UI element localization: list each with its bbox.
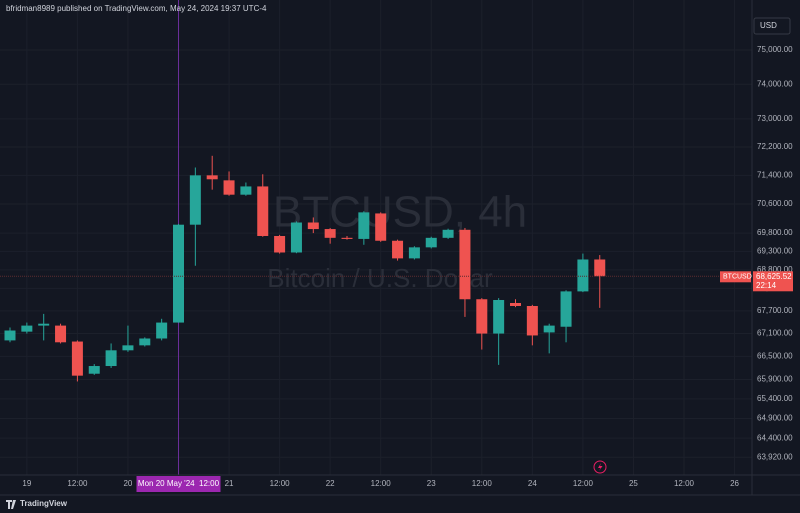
plot [0, 0, 752, 475]
x-tick-label: 12:00 [573, 479, 594, 488]
candle-body [459, 229, 471, 300]
y-tick-label: 75,000.00 [757, 45, 793, 54]
symbol-label: BTCUSD [723, 274, 752, 281]
candle-body [324, 229, 336, 238]
y-tick-label: 70,600.00 [757, 199, 793, 208]
logo[interactable]: TradingView [6, 499, 68, 509]
candle-body [55, 325, 67, 343]
y-tick-label: 73,000.00 [757, 114, 793, 123]
symbol-label-box [720, 271, 751, 283]
candle-body [442, 229, 454, 238]
candle-body [560, 291, 572, 327]
y-tick-label: 69,300.00 [757, 246, 793, 255]
x-tick-label: 12:00 [674, 479, 695, 488]
crosshair-label: Mon 20 May '24 12:00 [138, 479, 220, 488]
y-tick-label: 64,900.00 [757, 414, 793, 423]
x-tick-label: 12:00 [371, 479, 392, 488]
candle-body [156, 322, 168, 339]
candle-body [408, 247, 420, 259]
candle-body [375, 213, 387, 241]
y-tick-label: 66,500.00 [757, 352, 793, 361]
x-tick-label: 20 [123, 479, 132, 488]
x-tick-label: 12:00 [270, 479, 291, 488]
candle-body [257, 186, 269, 236]
x-tick-label: 24 [528, 479, 537, 488]
x-tick-label: 25 [629, 479, 638, 488]
publisher-note: bfridman8989 published on TradingView.co… [6, 4, 267, 13]
candle-body [122, 345, 134, 351]
watermark-symbol: BTCUSD, 4h [273, 188, 527, 237]
candle-body [105, 350, 117, 367]
y-tick-label: 68,800.00 [757, 265, 793, 274]
last-price-label: 68,625.52 [756, 272, 792, 281]
countdown-label: 22:14 [756, 281, 777, 290]
candle-body [88, 366, 100, 374]
y-tick-label: 74,000.00 [757, 79, 793, 88]
candle-body [4, 330, 16, 341]
alert-icon[interactable] [593, 460, 607, 474]
x-tick-label: 12:00 [67, 479, 88, 488]
candle-body [139, 338, 151, 346]
candle-body [594, 259, 606, 277]
candle-body [21, 325, 33, 332]
candle-body [206, 175, 218, 180]
candle-body [526, 305, 538, 336]
candle-body [358, 212, 370, 239]
candle-body [189, 175, 201, 225]
last-price-box [753, 271, 793, 292]
candle-body [38, 323, 50, 326]
y-tick-label: 67,700.00 [757, 306, 793, 315]
x-tick-label: 19 [22, 479, 31, 488]
currency[interactable]: USD [760, 21, 777, 30]
candle-body [223, 180, 235, 195]
x-tick-label: 26 [730, 479, 739, 488]
candle-body [476, 299, 488, 334]
y-tick-label: 69,800.00 [757, 228, 793, 237]
candle-body [240, 186, 252, 195]
watermark-name: Bitcoin / U.S. Dollar [267, 263, 493, 293]
candle-body [425, 237, 437, 248]
candle-body [493, 299, 505, 334]
candle-body [274, 235, 286, 253]
candle-body [392, 240, 404, 259]
grid [0, 0, 752, 475]
y-tick-label: 67,100.00 [757, 329, 793, 338]
y-tick-label: 63,920.00 [757, 452, 793, 461]
candle-body [290, 222, 302, 253]
y-tick-label: 65,400.00 [757, 394, 793, 403]
y-tick-label: 72,200.00 [757, 142, 793, 151]
crosshair-label-box [136, 476, 221, 492]
y-tick-label: 71,400.00 [757, 170, 793, 179]
candle-body [577, 259, 589, 292]
candle-body [510, 302, 521, 306]
candle-body [543, 325, 555, 333]
candle-body [71, 341, 83, 376]
y-tick-label: 64,400.00 [757, 433, 793, 442]
x-tick-label: 22 [326, 479, 335, 488]
logo-text: TradingView [20, 499, 68, 508]
candle-body [341, 237, 353, 239]
y-tick-label: 65,900.00 [757, 375, 793, 384]
x-tick-label: 21 [225, 479, 234, 488]
x-tick-label: 12:00 [472, 479, 493, 488]
candle-body [173, 224, 184, 323]
currency-box[interactable] [753, 17, 791, 35]
candle-body [307, 222, 319, 230]
x-tick-label: 23 [427, 479, 436, 488]
